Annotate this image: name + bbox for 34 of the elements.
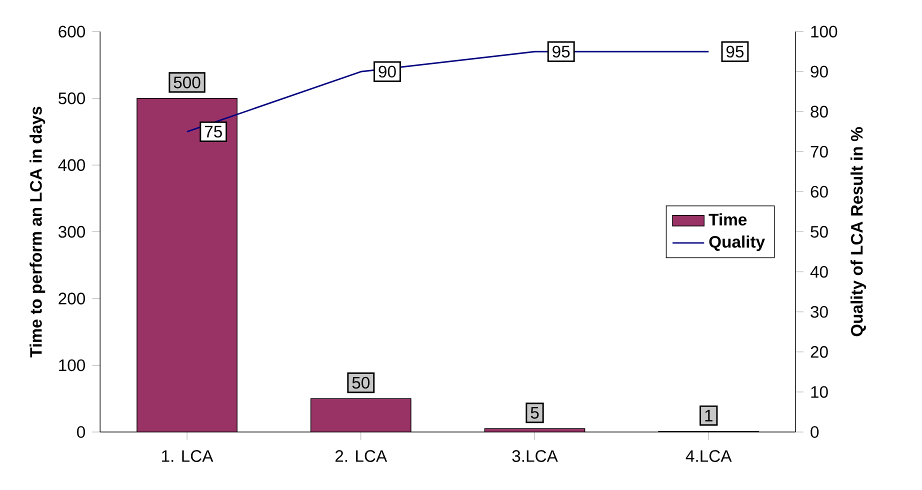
- y2-tick-label: 90: [810, 66, 828, 78]
- x-tick-label: 1. LCA: [162, 450, 214, 462]
- y-tick-label: 300: [58, 226, 86, 238]
- y-tick-label: 100: [59, 359, 86, 372]
- y2-tick-label: 100: [811, 26, 838, 38]
- x-tick-label: 2. LCA: [335, 450, 388, 462]
- y2-tick-label: 30: [810, 306, 828, 318]
- x-tick-label: 4.LCA: [686, 450, 732, 462]
- y2-tick-label: 0: [810, 426, 819, 438]
- y-tick-label: 400: [58, 159, 86, 171]
- data-label: 5: [530, 407, 539, 419]
- y2-tick-label: 20: [810, 346, 828, 358]
- y2-tick-label: 60: [810, 186, 828, 198]
- y2-tick-label: 80: [810, 106, 828, 118]
- data-label: 50: [352, 376, 370, 389]
- y2-tick-label: 10: [811, 386, 828, 398]
- legend-label: Quality: [709, 236, 765, 252]
- y-tick-label: 600: [58, 26, 86, 38]
- data-label: 1: [705, 410, 712, 422]
- data-label: 500: [174, 76, 200, 88]
- legend-label: Time: [708, 213, 747, 226]
- y-tick-label: 0: [77, 426, 86, 438]
- y2-tick-label: 70: [810, 146, 828, 158]
- data-label: 95: [552, 46, 570, 58]
- y-axis-title: Time to perform an LCA in days: [30, 106, 46, 358]
- y-tick-label: 500: [58, 92, 86, 104]
- data-label: 90: [378, 66, 396, 78]
- y2-tick-label: 40: [810, 266, 828, 278]
- y-tick-label: 200: [58, 292, 86, 304]
- y2-axis-title: Quality of LCA Result in %: [850, 127, 866, 336]
- y2-tick-label: 50: [810, 226, 828, 238]
- data-label: 75: [204, 126, 222, 138]
- x-tick-label: 3.LCA: [512, 450, 558, 462]
- data-label: 95: [726, 46, 744, 58]
